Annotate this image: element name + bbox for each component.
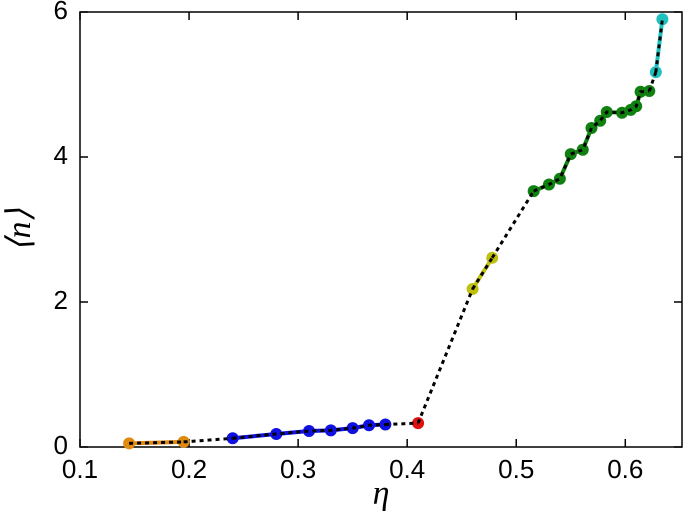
dotted-line	[232, 423, 386, 440]
x-tick-label: 0.2	[171, 454, 207, 484]
dotted-line	[129, 440, 184, 445]
data-point	[303, 425, 316, 438]
data-point	[564, 148, 577, 161]
dotted-line	[533, 89, 650, 193]
connector-line	[416, 288, 474, 424]
connector-line	[647, 71, 658, 92]
x-axis-label: η	[373, 475, 390, 512]
y-tick-label: 6	[54, 0, 68, 25]
dotted-line	[471, 256, 494, 290]
connector-line	[385, 421, 419, 427]
data-point	[553, 172, 566, 185]
y-tick-label: 2	[54, 285, 68, 315]
dotted-line	[654, 19, 664, 73]
y-tick-label: 4	[54, 140, 68, 170]
x-tick-label: 0.6	[607, 454, 643, 484]
connector-line	[183, 436, 233, 444]
x-tick-label: 0.4	[389, 454, 425, 484]
y-tick-label: 0	[54, 430, 68, 460]
data-point	[656, 13, 669, 26]
y-axis-label: ⟨n⟩	[1, 208, 38, 252]
data-point	[576, 143, 589, 156]
connector-line	[490, 190, 535, 259]
x-tick-label: 0.5	[498, 454, 534, 484]
plot-frame	[79, 11, 683, 448]
x-tick-label: 0.3	[280, 454, 316, 484]
x-tick-label: 0.1	[62, 454, 98, 484]
